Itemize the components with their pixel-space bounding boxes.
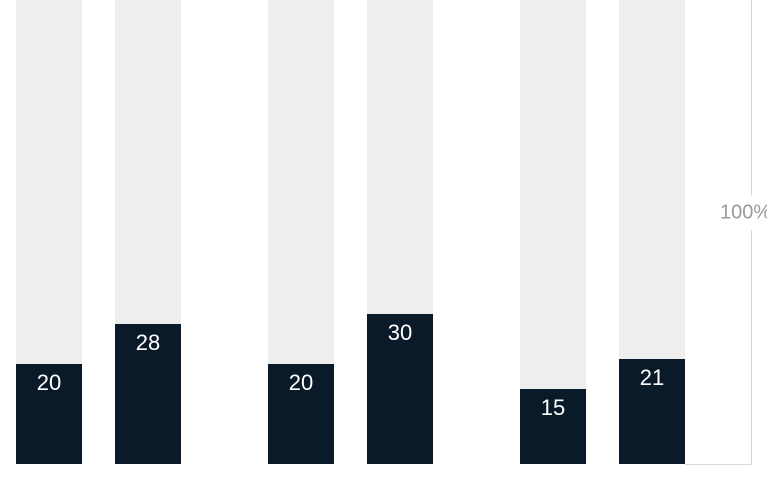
axis-label-bg xyxy=(718,196,767,230)
value-label: 20 xyxy=(37,370,61,395)
value-label: 28 xyxy=(136,330,160,355)
axis-label: 100% xyxy=(720,201,767,223)
value-label: 20 xyxy=(289,370,313,395)
bar xyxy=(16,364,82,464)
bar xyxy=(520,389,586,464)
value-label: 21 xyxy=(640,365,664,390)
bar xyxy=(268,364,334,464)
bar xyxy=(367,314,433,464)
bar xyxy=(619,359,685,464)
value-label: 30 xyxy=(388,320,412,345)
bar-track xyxy=(520,0,586,464)
bar xyxy=(115,324,181,464)
value-label: 15 xyxy=(541,395,565,420)
